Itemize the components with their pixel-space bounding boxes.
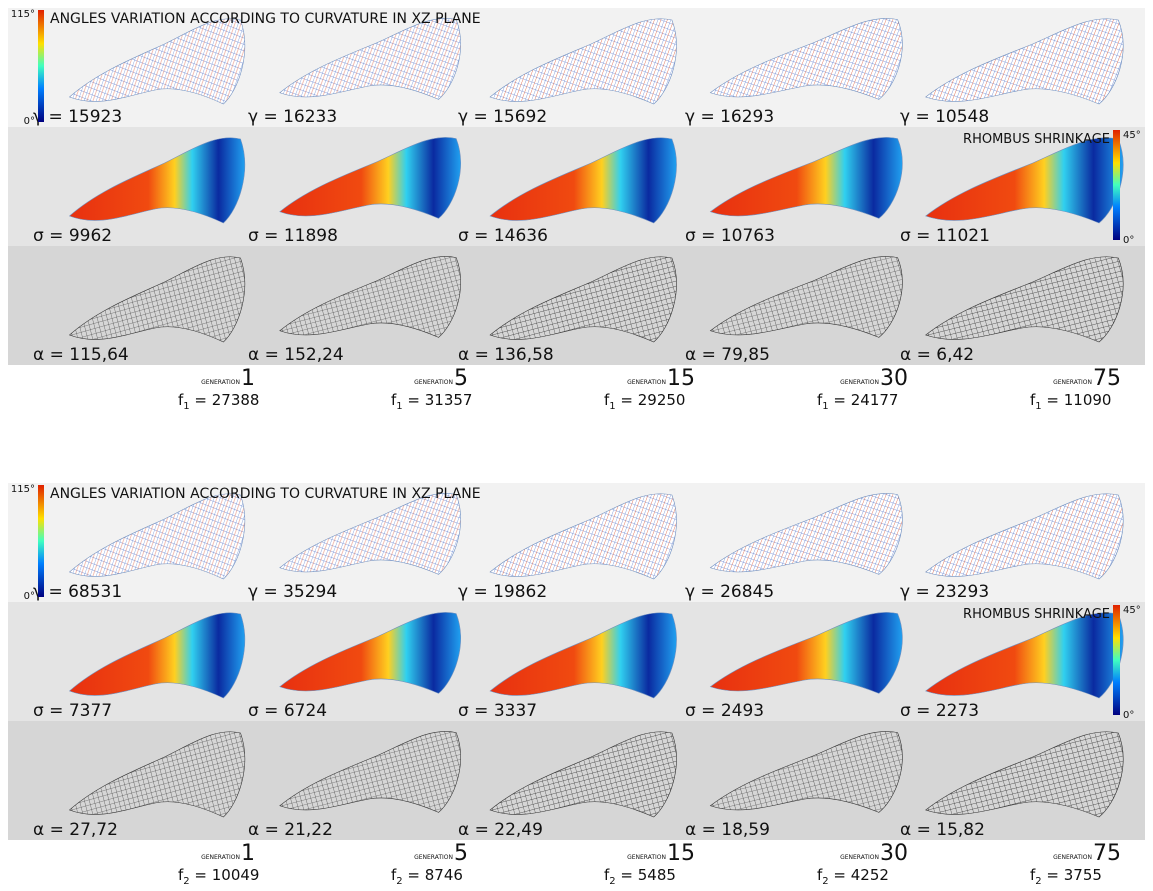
angle-min-label: 0°: [24, 116, 35, 127]
fitness-value: = 27388: [190, 391, 260, 409]
sigma-label: σ = 2493: [685, 701, 764, 721]
sigma-label: σ = 2273: [900, 701, 979, 721]
sigma-label: σ = 11021: [900, 226, 990, 246]
gamma-label: γ = 26845: [685, 582, 774, 602]
fitness-value: = 11090: [1042, 391, 1112, 409]
generation-number: 75: [1093, 841, 1121, 866]
fitness-label: f1 = 27388: [178, 391, 259, 412]
fitness-value: = 5485: [616, 866, 676, 884]
fitness-label: f2 = 4252: [817, 866, 889, 887]
generation-caption: GENERATION: [840, 379, 879, 386]
sigma-label: σ = 14636: [458, 226, 548, 246]
generation-number: 5: [454, 841, 468, 866]
angle-colorbar: [38, 10, 44, 122]
panel-title: ANGLES VARIATION ACCORDING TO CURVATURE …: [50, 486, 481, 502]
gamma-label: γ = 23293: [900, 582, 989, 602]
alpha-label: α = 6,42: [900, 345, 974, 365]
generation-number: 15: [667, 841, 695, 866]
gamma-label: γ = 10548: [900, 107, 989, 127]
alpha-label: α = 21,22: [248, 820, 333, 840]
generation-caption: GENERATION: [627, 854, 666, 861]
generation-number: 1: [241, 841, 255, 866]
generation-caption: GENERATION: [414, 854, 453, 861]
shrinkage-title: RHOMBUS SHRINKAGE: [963, 132, 1110, 147]
generation-caption: GENERATION: [1053, 854, 1092, 861]
fitness-value: = 3755: [1042, 866, 1102, 884]
shrinkage-title: RHOMBUS SHRINKAGE: [963, 607, 1110, 622]
gamma-label: γ = 15692: [458, 107, 547, 127]
figure: γ = 15923 γ = 16233 γ = 15692 γ = 16293 γ = …: [0, 0, 1153, 891]
alpha-label: α = 15,82: [900, 820, 985, 840]
gamma-label: γ = 68531: [33, 582, 122, 602]
alpha-label: α = 27,72: [33, 820, 118, 840]
gamma-label: γ = 35294: [248, 582, 337, 602]
angle-max-label: 115°: [11, 9, 35, 20]
shrinkage-max-label: 45°: [1123, 605, 1141, 616]
sigma-label: σ = 9962: [33, 226, 112, 246]
generation-caption: GENERATION: [627, 379, 666, 386]
fitness-value: = 8746: [403, 866, 463, 884]
sigma-label: σ = 7377: [33, 701, 112, 721]
sigma-label: σ = 3337: [458, 701, 537, 721]
generation-caption: GENERATION: [414, 379, 453, 386]
generation-caption: GENERATION: [201, 854, 240, 861]
alpha-label: α = 22,49: [458, 820, 543, 840]
fitness-value: = 29250: [616, 391, 686, 409]
fitness-value: = 4252: [829, 866, 889, 884]
alpha-label: α = 115,64: [33, 345, 129, 365]
gamma-label: γ = 19862: [458, 582, 547, 602]
shrinkage-max-label: 45°: [1123, 130, 1141, 141]
generation-number: 15: [667, 366, 695, 391]
fitness-value: = 31357: [403, 391, 473, 409]
alpha-label: α = 79,85: [685, 345, 770, 365]
generation-caption: GENERATION: [201, 379, 240, 386]
fitness-value: = 10049: [190, 866, 260, 884]
shrinkage-colorbar: [1113, 130, 1120, 240]
fitness-label: f2 = 5485: [604, 866, 676, 887]
shrinkage-colorbar: [1113, 605, 1120, 715]
angle-max-label: 115°: [11, 484, 35, 495]
generation-number: 30: [880, 841, 908, 866]
fitness-label: f1 = 29250: [604, 391, 685, 412]
angle-colorbar: [38, 485, 44, 597]
panel-title: ANGLES VARIATION ACCORDING TO CURVATURE …: [50, 11, 481, 27]
shrinkage-min-label: 0°: [1123, 710, 1134, 721]
generation-caption: GENERATION: [840, 854, 879, 861]
fitness-label: f1 = 24177: [817, 391, 898, 412]
fitness-value: = 24177: [829, 391, 899, 409]
fitness-label: f2 = 3755: [1030, 866, 1102, 887]
angle-min-label: 0°: [24, 591, 35, 602]
generation-caption: GENERATION: [1053, 379, 1092, 386]
alpha-label: α = 18,59: [685, 820, 770, 840]
generation-number: 30: [880, 366, 908, 391]
alpha-label: α = 136,58: [458, 345, 554, 365]
sigma-label: σ = 10763: [685, 226, 775, 246]
generation-number: 1: [241, 366, 255, 391]
generation-number: 75: [1093, 366, 1121, 391]
alpha-label: α = 152,24: [248, 345, 344, 365]
gamma-label: γ = 15923: [33, 107, 122, 127]
generation-number: 5: [454, 366, 468, 391]
fitness-label: f1 = 31357: [391, 391, 472, 412]
sigma-label: σ = 6724: [248, 701, 327, 721]
fitness-label: f2 = 8746: [391, 866, 463, 887]
fitness-label: f2 = 10049: [178, 866, 259, 887]
sigma-label: σ = 11898: [248, 226, 338, 246]
fitness-label: f1 = 11090: [1030, 391, 1111, 412]
gamma-label: γ = 16233: [248, 107, 337, 127]
gamma-label: γ = 16293: [685, 107, 774, 127]
shrinkage-min-label: 0°: [1123, 235, 1134, 246]
